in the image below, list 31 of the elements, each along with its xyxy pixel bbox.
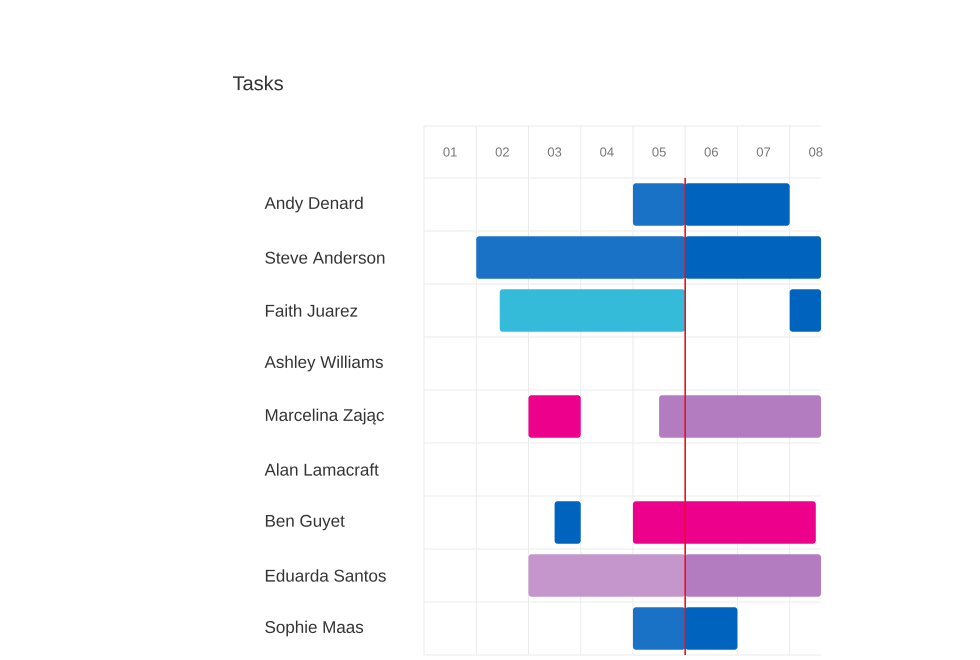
text: Tasks — [232, 76, 283, 90]
y-tick-label: Steve Anderson — [265, 251, 384, 264]
y-tick-label: Ben Guyet — [266, 514, 345, 530]
y-tick-label: Alan Lamacraft — [264, 463, 379, 476]
x-tick-label: 04 — [600, 147, 614, 157]
bar — [632, 183, 686, 226]
bar — [685, 607, 738, 650]
bar — [685, 183, 790, 226]
y-tick-label: Andy Denard — [264, 196, 363, 212]
y-tick-label: Faith Juarez — [266, 304, 358, 317]
x-tick-label: 01 — [443, 147, 457, 157]
bar — [632, 501, 816, 544]
y-tick-label: Marcelina Zając — [266, 408, 384, 424]
x-tick-label: 03 — [548, 147, 562, 157]
x-tick-label: 07 — [756, 147, 770, 157]
y-tick-label: Eduarda Santos — [266, 569, 386, 582]
bar — [476, 236, 686, 279]
bar — [790, 289, 822, 332]
y-tick-label: Ashley Williams — [264, 356, 383, 372]
bar — [500, 289, 686, 332]
bar — [659, 395, 822, 438]
bar — [528, 554, 686, 597]
x-tick-label: 05 — [652, 147, 666, 157]
bar — [632, 607, 686, 650]
bar — [685, 554, 822, 597]
y-tick-label: Sophie Maas — [265, 620, 364, 636]
x-tick-label: 08 — [809, 147, 822, 157]
bar — [528, 395, 581, 438]
bar — [685, 236, 822, 279]
x-tick-label: 06 — [704, 147, 718, 157]
x-tick-label: 02 — [496, 147, 509, 157]
